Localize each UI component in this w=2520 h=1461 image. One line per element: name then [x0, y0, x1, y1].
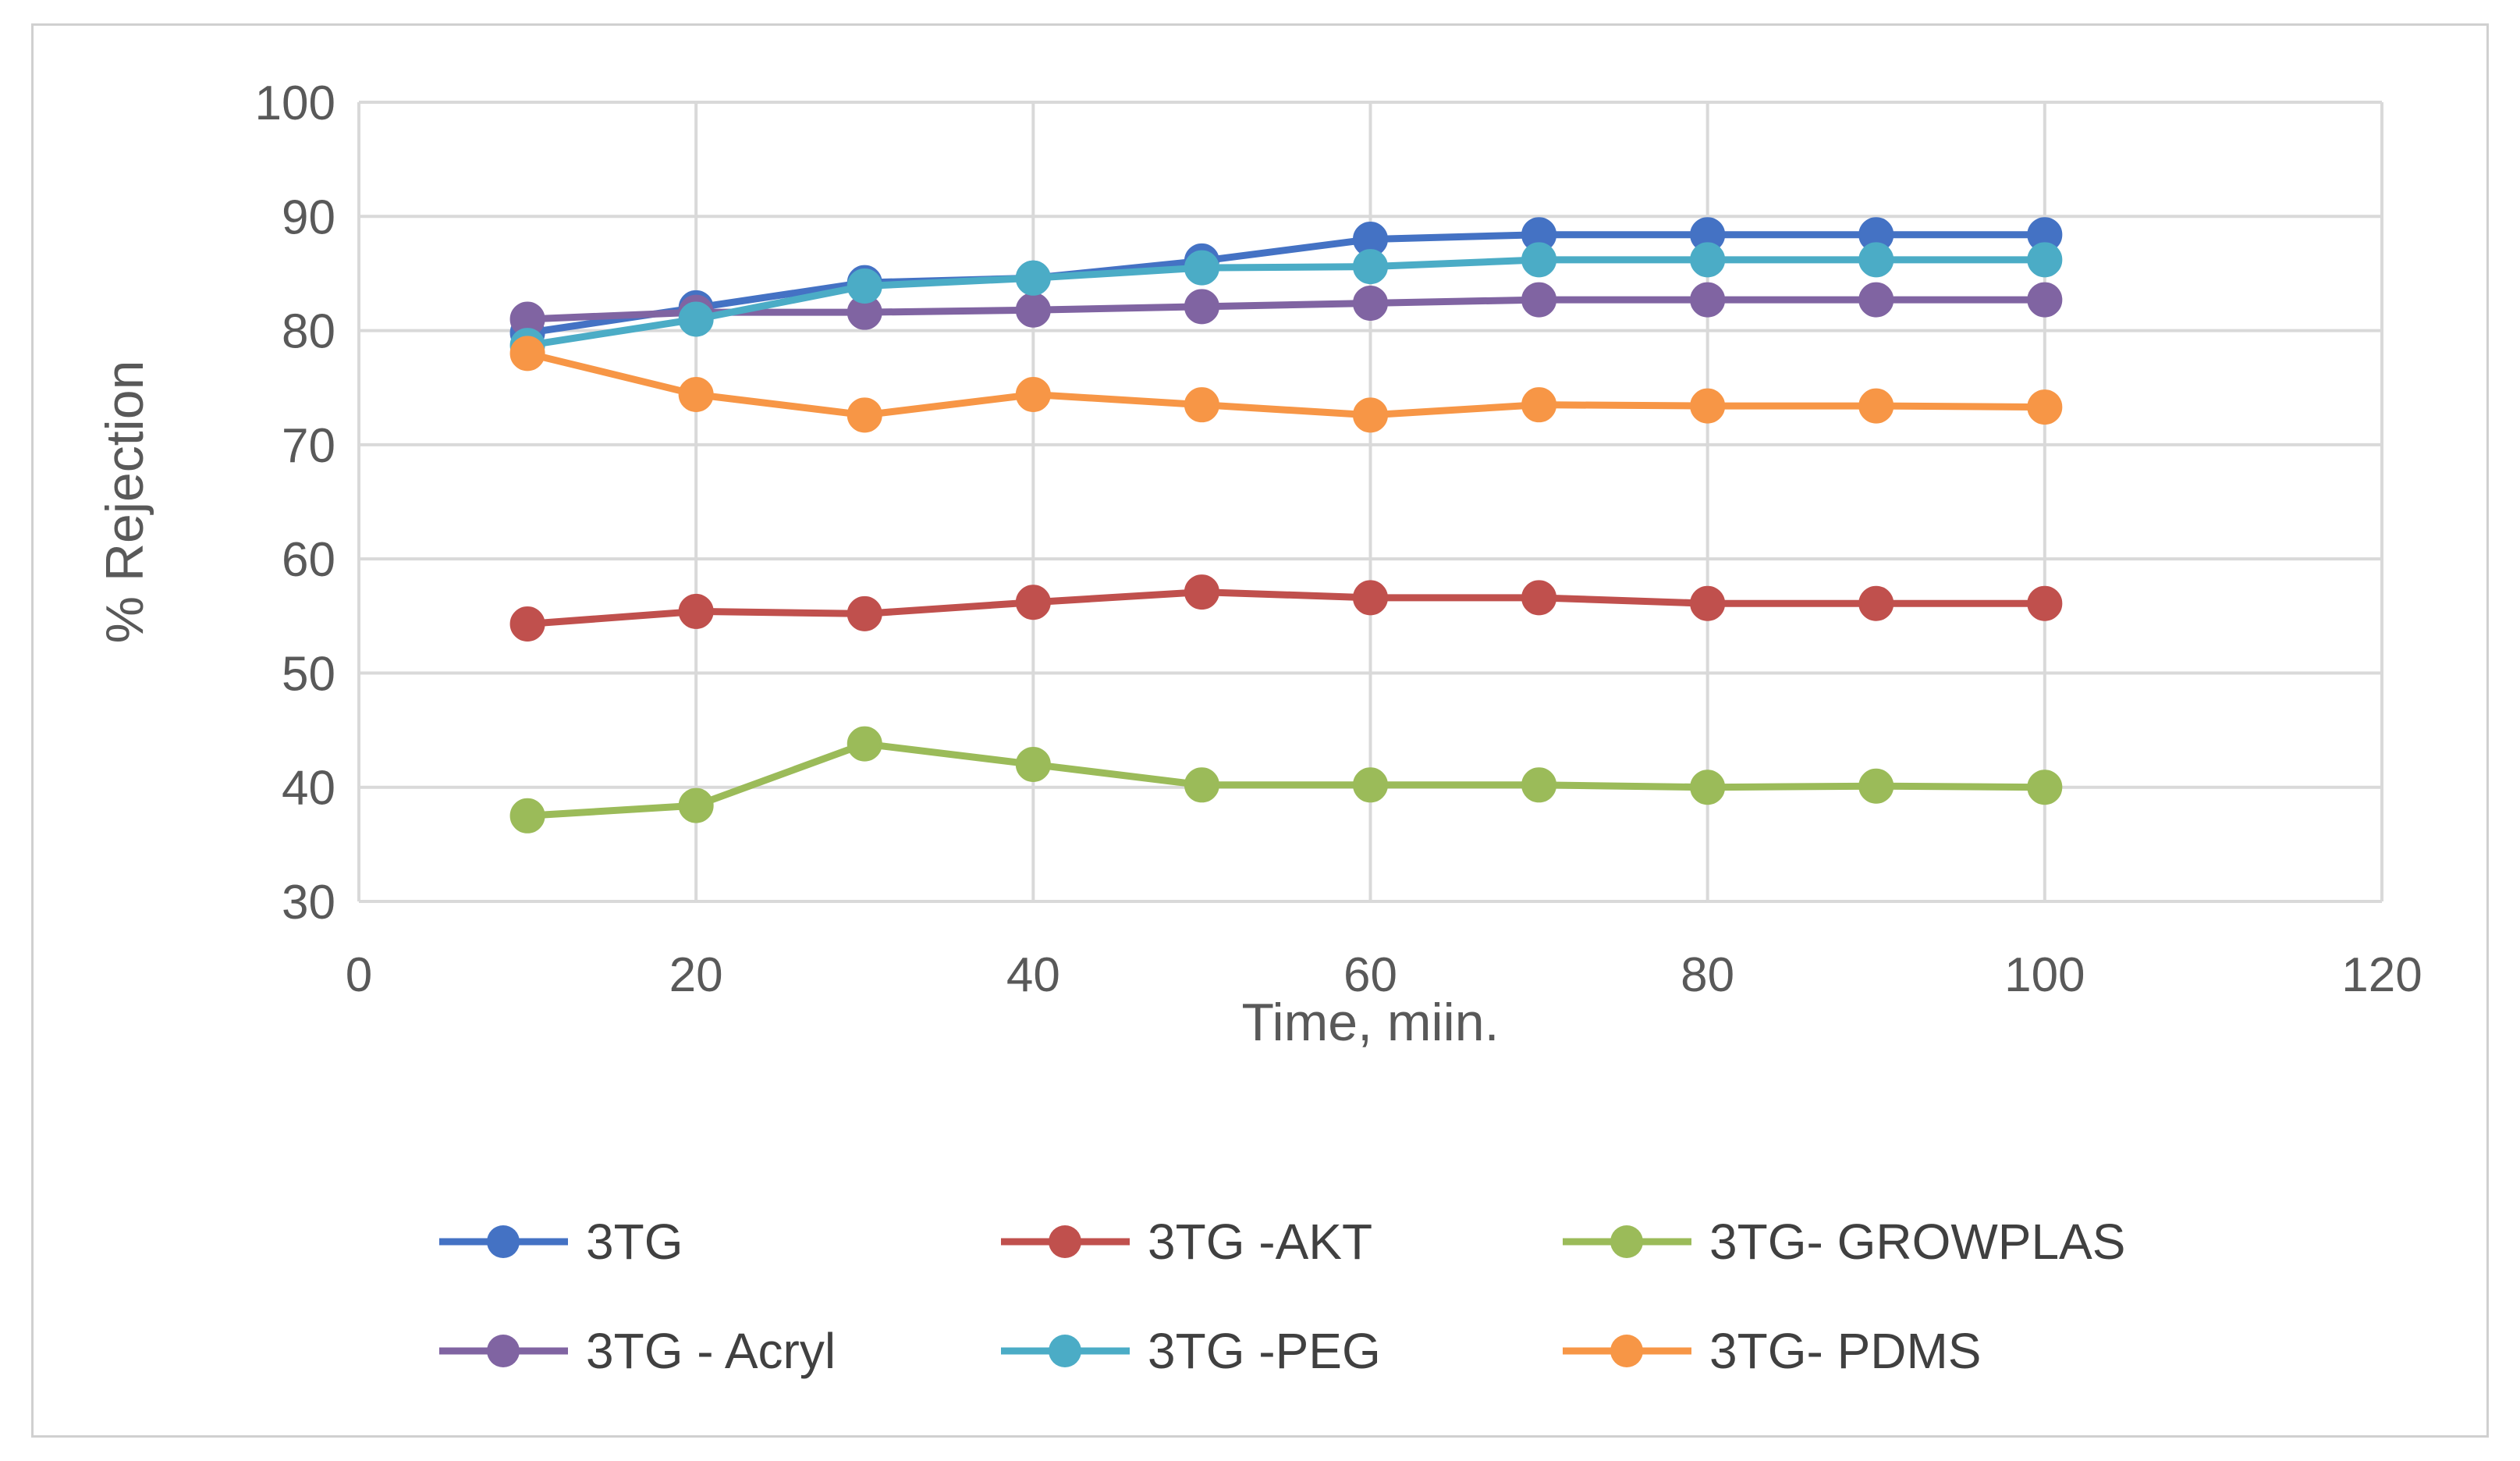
series-line	[527, 740, 2045, 819]
y-tick-label: 40	[282, 762, 335, 816]
series-5	[509, 336, 2063, 433]
legend-marker	[1610, 1225, 1643, 1258]
legend-item: 3TG- GROWPLAS	[1563, 1214, 2125, 1270]
data-point	[1184, 250, 1219, 286]
tick-labels: 30 40 50 60 70 80 90 100 0 20 40 60 80 100 120	[255, 76, 2422, 1002]
data-point	[2027, 389, 2063, 425]
data-point	[847, 397, 882, 433]
data-point	[509, 606, 545, 642]
legend-item: 3TG- PDMS	[1563, 1323, 1981, 1379]
data-point	[1353, 580, 1388, 616]
data-point	[1353, 767, 1388, 803]
legend-marker	[487, 1225, 520, 1258]
legend-item: 3TG	[439, 1214, 683, 1270]
legend-item: 3TG -PEG	[1001, 1323, 1381, 1379]
series-line	[527, 296, 2045, 323]
series-2	[509, 726, 2063, 834]
x-tick-label: 60	[1343, 948, 1397, 1002]
series	[509, 217, 2063, 834]
data-point	[1690, 242, 1726, 278]
series-1	[509, 574, 2063, 642]
series-line	[527, 588, 2045, 628]
legend-item: 3TG -AKT	[1001, 1214, 1372, 1270]
y-tick-label: 70	[282, 419, 335, 473]
data-point	[1353, 285, 1388, 321]
x-tick-label: 120	[2341, 948, 2422, 1002]
data-point	[678, 376, 714, 412]
data-point	[1015, 292, 1051, 328]
data-point	[1521, 387, 1557, 423]
data-point	[1690, 388, 1726, 424]
y-tick-label: 30	[282, 876, 335, 930]
x-tick-label: 80	[1681, 948, 1734, 1002]
data-point	[1858, 388, 1894, 424]
data-point	[678, 787, 714, 823]
legend-marker	[1049, 1335, 1081, 1367]
data-point	[1015, 376, 1051, 412]
data-point	[2027, 282, 2063, 318]
data-point	[847, 595, 882, 631]
data-point	[847, 268, 882, 304]
legend-label: 3TG- PDMS	[1709, 1323, 1981, 1379]
y-tick-label: 90	[282, 190, 335, 244]
line-chart: 30 40 50 60 70 80 90 100 0 20 40 60 80 100 120 Time, m…	[95, 76, 2422, 1379]
data-point	[678, 593, 714, 629]
y-tick-label: 50	[282, 647, 335, 701]
data-point	[1690, 282, 1726, 318]
legend-label: 3TG -AKT	[1148, 1214, 1372, 1270]
y-tick-label: 60	[282, 533, 335, 587]
data-point	[1184, 767, 1219, 803]
legend-label: 3TG- GROWPLAS	[1709, 1214, 2125, 1270]
data-point	[1690, 585, 1726, 621]
x-tick-label: 40	[1006, 948, 1060, 1002]
data-point	[1858, 585, 1894, 621]
data-point	[1521, 580, 1557, 616]
data-point	[1015, 585, 1051, 620]
y-tick-label: 80	[282, 305, 335, 359]
data-point	[1184, 289, 1219, 325]
legend-item: 3TG - Acryl	[439, 1323, 836, 1379]
series-line	[527, 256, 2045, 350]
data-point	[2027, 585, 2063, 621]
data-point	[847, 726, 882, 762]
x-axis-title: Time, miin.	[1242, 993, 1500, 1052]
data-point	[1521, 767, 1557, 803]
data-point	[678, 301, 714, 337]
legend-marker	[1049, 1225, 1081, 1258]
data-point	[1858, 242, 1894, 278]
legend-marker	[487, 1335, 520, 1367]
data-point	[2027, 770, 2063, 805]
data-point	[1690, 770, 1726, 805]
series-line	[527, 231, 2045, 336]
data-point	[2027, 242, 2063, 278]
data-point	[1353, 397, 1388, 433]
legend-label: 3TG - Acryl	[586, 1323, 836, 1379]
data-point	[1858, 282, 1894, 318]
data-point	[1521, 282, 1557, 318]
legend-label: 3TG -PEG	[1148, 1323, 1381, 1379]
data-point	[1353, 249, 1388, 285]
x-tick-label: 100	[2004, 948, 2085, 1002]
data-point	[1184, 387, 1219, 423]
data-point	[509, 336, 545, 371]
legend-marker	[1610, 1335, 1643, 1367]
data-point	[1858, 768, 1894, 804]
y-tick-label: 100	[255, 76, 335, 130]
legend: 3TG 3TG -AKT 3TG- GROWPLAS 3TG - Acryl 3TG -…	[439, 1214, 2125, 1379]
data-point	[509, 798, 545, 834]
data-point	[1184, 574, 1219, 610]
series-line	[527, 350, 2045, 419]
chart-frame: 30 40 50 60 70 80 90 100 0 20 40 60 80 100 120 Time, m…	[31, 23, 2489, 1438]
data-point	[1521, 242, 1557, 278]
data-point	[1015, 260, 1051, 296]
x-tick-label: 20	[669, 948, 723, 1002]
data-point	[1015, 746, 1051, 782]
legend-label: 3TG	[586, 1214, 683, 1270]
x-tick-label: 0	[346, 948, 372, 1002]
y-axis-title: % Rejection	[95, 361, 154, 644]
